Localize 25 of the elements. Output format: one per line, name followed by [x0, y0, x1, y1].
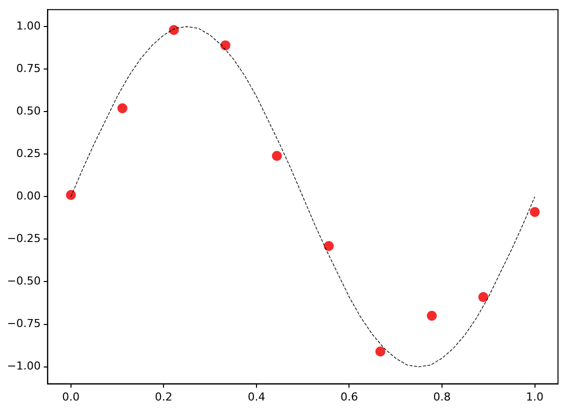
x-tick-label: 0.0	[62, 390, 80, 404]
x-tick-label: 0.6	[340, 390, 358, 404]
point	[117, 103, 128, 114]
y-tick-label: 0.75	[16, 62, 41, 75]
point	[530, 207, 540, 218]
x-tick-label: 1.0	[526, 390, 544, 404]
point	[272, 150, 282, 161]
y-tick-label: −0.50	[6, 274, 41, 288]
x-tick-label: 0.2	[154, 390, 172, 404]
x-tick-label: 0.8	[433, 390, 451, 404]
y-tick-label: 0.25	[16, 147, 41, 160]
point	[478, 292, 488, 302]
point	[426, 310, 437, 321]
y-tick-label: −0.25	[6, 232, 41, 246]
y-tick-label: 0.00	[16, 190, 41, 203]
y-tick-label: 0.50	[16, 104, 41, 118]
point	[375, 346, 386, 356]
point	[66, 190, 76, 200]
point	[220, 40, 230, 50]
x-tick-label: 0.4	[248, 390, 266, 404]
y-tick-label: 1.00	[16, 19, 41, 32]
point	[168, 25, 179, 36]
y-tick-label: −1.00	[6, 360, 41, 373]
y-tick-label: −0.75	[6, 317, 41, 330]
point	[324, 241, 334, 252]
